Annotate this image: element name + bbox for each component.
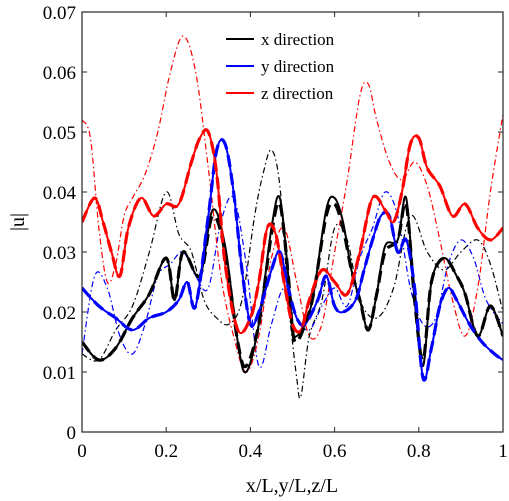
y-tick-label: 0.02 xyxy=(43,303,76,324)
plot-area xyxy=(82,35,503,399)
y-tick-label: 0 xyxy=(67,423,77,444)
series-layer xyxy=(82,35,503,399)
y-tick-label: 0.03 xyxy=(43,243,76,264)
y-tick-label: 0.06 xyxy=(43,63,76,84)
series-line-x-solid xyxy=(82,195,503,374)
series-line-z-dashed xyxy=(82,128,503,335)
y-axis-title: |u| xyxy=(7,213,29,231)
x-tick-label: 0 xyxy=(77,441,87,462)
x-tick-label: 0.4 xyxy=(239,441,263,462)
series-line-x-dashed xyxy=(82,200,503,369)
x-axis-title: x/L,y/L,z/L xyxy=(246,475,338,497)
legend-label-x: x direction xyxy=(261,30,335,49)
y-tick-label: 0.07 xyxy=(43,3,76,24)
series-line-z-dash-dot xyxy=(82,35,503,373)
y-tick-label: 0.05 xyxy=(43,123,76,144)
y-tick-label: 0.04 xyxy=(43,183,77,204)
x-tick-label: 0.2 xyxy=(154,441,178,462)
axes-frame xyxy=(81,11,504,433)
legend-label-y: y direction xyxy=(261,57,335,76)
legend: x direction y direction z direction xyxy=(226,30,335,103)
tick-layer: 0 0.2 0.4 0.6 0.8 1 0 0.01 0.02 0.03 0.04 0.05 0.06 0… xyxy=(43,3,508,462)
x-tick-label: 0.6 xyxy=(323,441,347,462)
legend-label-z: z direction xyxy=(261,84,334,103)
x-tick-label: 1 xyxy=(498,441,508,462)
series-line-y-dashed xyxy=(82,138,503,382)
y-tick-label: 0.01 xyxy=(43,363,76,384)
x-tick-label: 0.8 xyxy=(407,441,431,462)
